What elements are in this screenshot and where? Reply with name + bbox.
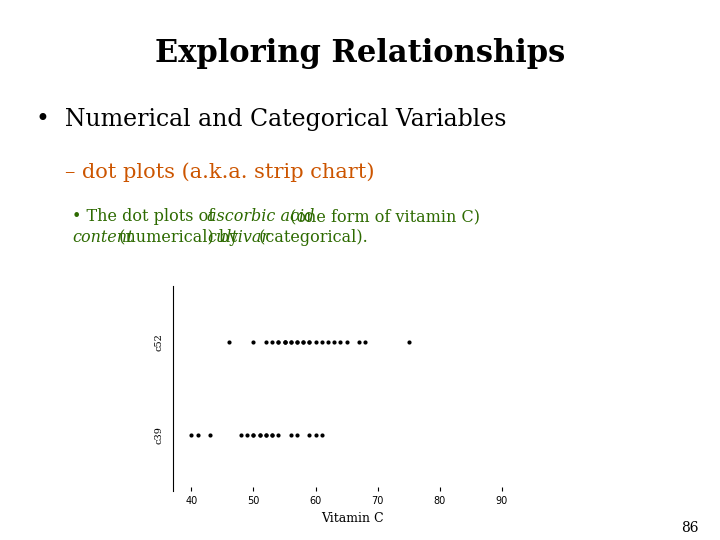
Text: 86: 86 — [681, 521, 698, 535]
Text: – dot plots (a.k.a. strip chart): – dot plots (a.k.a. strip chart) — [65, 162, 374, 181]
Text: (numerical) by: (numerical) by — [114, 230, 243, 246]
Text: Exploring Relationships: Exploring Relationships — [155, 38, 565, 69]
Text: ascorbic acid: ascorbic acid — [207, 208, 315, 225]
Text: •  Numerical and Categorical Variables: • Numerical and Categorical Variables — [36, 108, 506, 131]
Text: • The dot plots of: • The dot plots of — [72, 208, 220, 225]
Text: (one form of vitamin C): (one form of vitamin C) — [285, 208, 480, 225]
X-axis label: Vitamin C: Vitamin C — [322, 512, 384, 525]
Text: content: content — [72, 230, 133, 246]
Text: (categorical).: (categorical). — [254, 230, 368, 246]
Text: cultivar: cultivar — [207, 230, 269, 246]
